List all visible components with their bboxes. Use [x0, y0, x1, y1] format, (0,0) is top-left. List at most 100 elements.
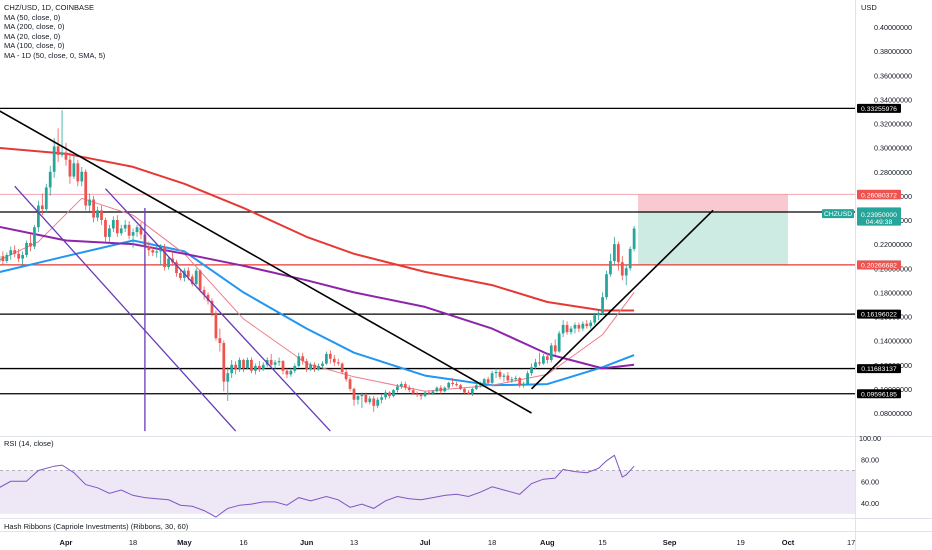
price-tag[interactable]: 0.33255976: [857, 103, 901, 113]
candle[interactable]: [40, 193, 44, 216]
candle[interactable]: [455, 381, 458, 387]
candle[interactable]: [577, 322, 581, 333]
candle[interactable]: [597, 310, 601, 321]
candle[interactable]: [226, 367, 230, 401]
candle[interactable]: [68, 152, 72, 184]
candle[interactable]: [605, 270, 608, 300]
candle[interactable]: [368, 396, 372, 405]
candle[interactable]: [474, 384, 478, 391]
candle[interactable]: [293, 363, 297, 374]
candle[interactable]: [419, 393, 423, 400]
candle[interactable]: [403, 381, 407, 391]
rsi-line[interactable]: [0, 454, 635, 518]
candle[interactable]: [569, 326, 573, 335]
candle[interactable]: [364, 392, 368, 404]
candle[interactable]: [431, 390, 435, 395]
candle[interactable]: [301, 352, 305, 365]
rsi-title[interactable]: RSI (14, close): [4, 439, 54, 448]
candle[interactable]: [620, 256, 624, 281]
candle[interactable]: [250, 357, 253, 374]
candle[interactable]: [253, 363, 257, 375]
candle[interactable]: [415, 391, 419, 398]
candle[interactable]: [573, 322, 577, 334]
candle[interactable]: [9, 246, 13, 260]
candle[interactable]: [214, 310, 218, 341]
candle[interactable]: [1, 251, 5, 265]
candle[interactable]: [104, 217, 107, 242]
candle[interactable]: [482, 378, 486, 386]
candle[interactable]: [522, 381, 526, 388]
price-tag[interactable]: 0.26080372: [857, 190, 901, 200]
candle[interactable]: [336, 358, 340, 366]
candle[interactable]: [613, 236, 616, 265]
candle[interactable]: [585, 320, 589, 329]
candle[interactable]: [526, 370, 529, 386]
candle[interactable]: [115, 215, 119, 237]
candle[interactable]: [163, 244, 167, 271]
candle[interactable]: [21, 251, 24, 265]
candle[interactable]: [60, 110, 64, 158]
candle[interactable]: [5, 252, 9, 264]
candle[interactable]: [451, 378, 455, 387]
candle[interactable]: [518, 376, 522, 388]
candle[interactable]: [135, 224, 139, 237]
candle[interactable]: [506, 371, 510, 383]
candle[interactable]: [175, 259, 178, 277]
candle[interactable]: [467, 390, 470, 395]
candle[interactable]: [447, 381, 451, 389]
candle[interactable]: [44, 183, 48, 213]
candle[interactable]: [246, 357, 249, 370]
candle[interactable]: [510, 376, 514, 383]
candle[interactable]: [628, 246, 632, 271]
candle[interactable]: [234, 361, 238, 375]
time-axis[interactable]: Apr 18 May 16 Jun 13 Jul 18 Aug 15 Sep 19 Oct 17: [60, 538, 856, 547]
candle[interactable]: [281, 359, 285, 375]
moving-average-line[interactable]: [0, 239, 635, 387]
candle[interactable]: [108, 224, 111, 242]
candle[interactable]: [561, 320, 565, 338]
indicator-ma50[interactable]: MA (50, close, 0): [4, 12, 61, 22]
candle[interactable]: [494, 368, 498, 379]
candle[interactable]: [332, 355, 336, 366]
candle[interactable]: [411, 387, 415, 395]
candle[interactable]: [392, 388, 395, 398]
price-pane[interactable]: [0, 107, 855, 432]
candle[interactable]: [534, 358, 537, 370]
rsi-pane[interactable]: [0, 454, 855, 518]
candle[interactable]: [388, 391, 391, 399]
candle[interactable]: [179, 269, 182, 281]
candle[interactable]: [230, 359, 234, 379]
candle[interactable]: [52, 137, 56, 178]
candle[interactable]: [100, 205, 103, 225]
candle[interactable]: [616, 241, 620, 271]
candle[interactable]: [443, 386, 447, 393]
candle[interactable]: [202, 286, 206, 300]
candle[interactable]: [17, 248, 21, 263]
candle[interactable]: [238, 357, 241, 372]
candle[interactable]: [360, 392, 364, 409]
hash-ribbons-title[interactable]: Hash Ribbons (Capriole Investments) (Rib…: [4, 522, 189, 531]
candle[interactable]: [139, 222, 143, 240]
candle[interactable]: [384, 390, 387, 400]
candle[interactable]: [76, 159, 80, 187]
candle[interactable]: [119, 224, 123, 236]
candle[interactable]: [147, 241, 151, 257]
candle[interactable]: [190, 274, 194, 287]
candle[interactable]: [399, 381, 403, 389]
candle[interactable]: [96, 206, 99, 222]
indicator-ma20[interactable]: MA (20, close, 0): [4, 31, 61, 41]
candle[interactable]: [514, 375, 518, 382]
position-stop-zone[interactable]: [638, 194, 788, 213]
candle[interactable]: [459, 384, 462, 391]
trend-line[interactable]: [0, 108, 532, 414]
candle[interactable]: [305, 358, 309, 372]
candle[interactable]: [589, 320, 593, 329]
candle[interactable]: [48, 165, 52, 196]
candle[interactable]: [356, 393, 360, 405]
candle[interactable]: [92, 195, 95, 223]
candle[interactable]: [609, 253, 612, 277]
candle[interactable]: [84, 169, 88, 211]
candle[interactable]: [557, 330, 561, 353]
candle[interactable]: [498, 368, 502, 380]
price-tag[interactable]: 0.20266682: [857, 260, 901, 270]
